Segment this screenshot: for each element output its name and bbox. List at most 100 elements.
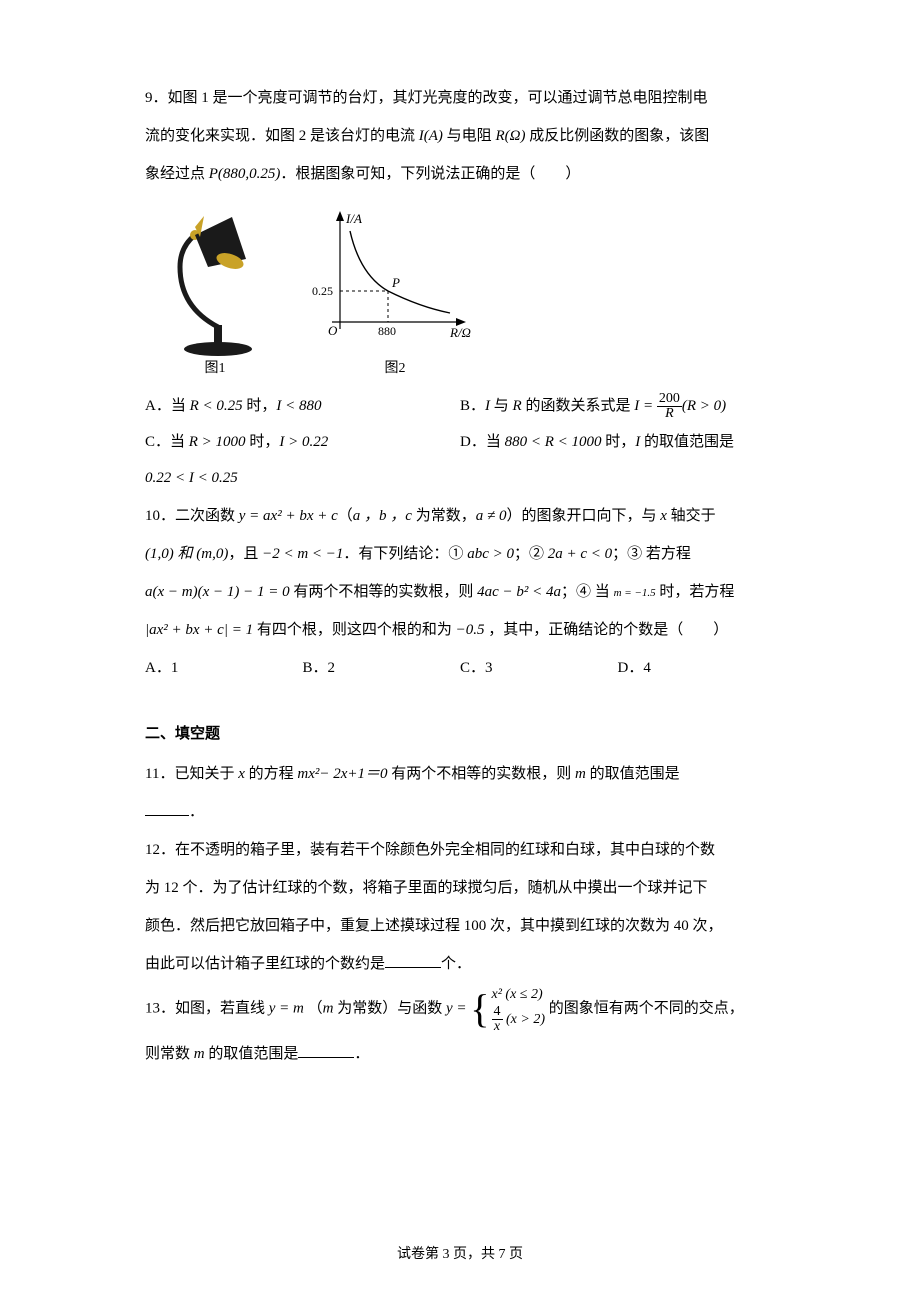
- math: m: [323, 1000, 334, 1016]
- math: I > 0.22: [279, 434, 328, 450]
- q9-options-row2: C．当 R > 1000 时，I > 0.22 D．当 880 < R < 10…: [145, 424, 775, 460]
- math: a ≠ 0: [476, 508, 507, 524]
- math: y = ax² + bx + c: [239, 508, 338, 524]
- y-tick: 0.25: [312, 284, 333, 298]
- text: 由此可以估计箱子里红球的个数约是: [145, 956, 385, 972]
- math: R: [513, 398, 522, 414]
- math: 880 < R < 1000: [505, 434, 602, 450]
- math: m: [575, 766, 586, 782]
- q10-option-a: A．1: [145, 650, 303, 686]
- q13-line1: 13．如图，若直线 y = m （m 为常数）与函数 y = { x² (x ≤…: [145, 984, 775, 1034]
- q10-option-c: C．3: [460, 650, 618, 686]
- text: 时，: [243, 398, 277, 414]
- text: ．: [189, 804, 204, 820]
- text: （: [338, 508, 353, 524]
- blank-fill[interactable]: [145, 801, 189, 816]
- text: 则常数: [145, 1046, 194, 1062]
- piece1: x² (x ≤ 2): [492, 987, 543, 1002]
- q11-line1: 11．已知关于 x 的方程 mx²− 2x+1＝0 有两个不相等的实数根，则 m…: [145, 756, 775, 792]
- fig2-label: 图2: [385, 361, 406, 378]
- q10-option-b: B．2: [303, 650, 461, 686]
- figures-row: 图1 I/A R/Ω O P 0.25 880 图2: [160, 207, 775, 378]
- figure-2-graph: I/A R/Ω O P 0.25 880 图2: [310, 207, 480, 378]
- text: 时，若方程: [656, 584, 735, 600]
- page-footer: 试卷第 3 页，共 7 页: [0, 1238, 920, 1272]
- text: ；④ 当: [561, 584, 614, 600]
- q12-l1: 12．在不透明的箱子里，装有若干个除颜色外完全相同的红球和白球，其中白球的个数: [145, 832, 775, 868]
- math: x: [238, 766, 245, 782]
- origin-label: O: [328, 323, 338, 338]
- text: 个．: [441, 956, 471, 972]
- fig1-label: 图1: [205, 361, 226, 378]
- text: 10．二次函数: [145, 508, 239, 524]
- text: 的图象恒有两个不同的交点，: [545, 1000, 744, 1016]
- q9-intro-line3: 象经过点 P(880,0.25)．根据图象可知，下列说法正确的是（ ）: [145, 156, 775, 192]
- math-r-unit: R(Ω): [495, 128, 525, 144]
- q9-option-b: B．I 与 R 的函数关系式是 I = 200R(R > 0): [460, 388, 775, 424]
- fraction: 4x: [492, 1005, 503, 1034]
- text: 的函数关系式是: [522, 398, 635, 414]
- text: B．: [460, 398, 485, 414]
- q9-option-c: C．当 R > 1000 时，I > 0.22: [145, 424, 460, 460]
- q9-intro-line2: 流的变化来实现．如图 2 是该台灯的电流 I(A) 与电阻 R(Ω) 成反比例函…: [145, 118, 775, 154]
- numerator: 4: [492, 1005, 503, 1020]
- text: ）的图象开口向下，与: [506, 508, 660, 524]
- piece2: 4x (x > 2): [492, 1012, 546, 1027]
- q10-line4: |ax² + bx + c| = 1 有四个根，则这四个根的和为 −0.5 ，其…: [145, 612, 775, 648]
- text: 时，: [602, 434, 636, 450]
- text: ，其中，正确结论的个数是（ ）: [484, 622, 728, 638]
- q12-l3: 颜色．然后把它放回箱子中，重复上述摸球过程 100 次，其中摸到红球的次数为 4…: [145, 908, 775, 944]
- math: y =: [446, 1000, 470, 1016]
- text: 为常数）与函数: [334, 1000, 447, 1016]
- section2-heading: 二、填空题: [145, 716, 775, 752]
- math: 0.22 < I < 0.25: [145, 470, 238, 486]
- x-tick: 880: [378, 324, 396, 338]
- text: 的取值范围是: [640, 434, 734, 450]
- blank-fill[interactable]: [385, 953, 441, 968]
- text: 13．如图，若直线: [145, 1000, 269, 1016]
- text: 的取值范围是: [586, 766, 680, 782]
- text: 轴交于: [667, 508, 716, 524]
- q10-option-d: D．4: [618, 650, 776, 686]
- math: |ax² + bx + c| = 1: [145, 622, 253, 638]
- text: ；③ 若方程: [612, 546, 691, 562]
- x-axis-label: R/Ω: [449, 325, 471, 340]
- math: R < 0.25: [190, 398, 243, 414]
- text: 与电阻: [443, 128, 496, 144]
- point-p-label: P: [391, 275, 400, 290]
- text: ．根据图象可知，下列说法正确的是（ ）: [280, 166, 580, 182]
- math-small: m = −1.5: [614, 587, 656, 599]
- text: 象经过点: [145, 166, 209, 182]
- q10-line1: 10．二次函数 y = ax² + bx + c（a ，b ，c 为常数，a ≠…: [145, 498, 775, 534]
- blank-fill[interactable]: [298, 1043, 354, 1058]
- text: ；②: [514, 546, 548, 562]
- numerator: 200: [657, 392, 682, 407]
- figure-1-lamp: 图1: [160, 207, 270, 378]
- math-point-p: P(880,0.25): [209, 166, 281, 182]
- text: 的取值范围是: [205, 1046, 299, 1062]
- y-axis-label: I/A: [345, 211, 362, 226]
- q9-option-d-cont: 0.22 < I < 0.25: [145, 460, 775, 496]
- denominator: x: [492, 1020, 503, 1034]
- q13-line2: 则常数 m 的取值范围是．: [145, 1036, 775, 1072]
- text: C．当: [145, 434, 189, 450]
- math: R > 1000: [189, 434, 246, 450]
- text: 的方程: [245, 766, 298, 782]
- math: a ，b ，c: [353, 508, 412, 524]
- math: −2 < m < −1: [262, 546, 343, 562]
- text: D．当: [460, 434, 505, 450]
- math: a(x − m)(x − 1) − 1 = 0: [145, 584, 290, 600]
- math: (1,0) 和 (m,0): [145, 546, 228, 562]
- q9-option-a: A．当 R < 0.25 时，I < 880: [145, 388, 460, 424]
- math: mx²− 2x+1＝0: [297, 766, 387, 782]
- text: 为常数，: [412, 508, 476, 524]
- text: 有两个不相等的实数根，则: [290, 584, 478, 600]
- text: （: [304, 1000, 323, 1016]
- q12-l4: 由此可以估计箱子里红球的个数约是 个．: [145, 946, 775, 982]
- lamp-icon: [160, 207, 270, 357]
- brace-icon: {: [470, 989, 489, 1029]
- math: I =: [634, 398, 657, 414]
- text: 流的变化来实现．如图 2 是该台灯的电流: [145, 128, 419, 144]
- math: m: [194, 1046, 205, 1062]
- math: x: [660, 508, 667, 524]
